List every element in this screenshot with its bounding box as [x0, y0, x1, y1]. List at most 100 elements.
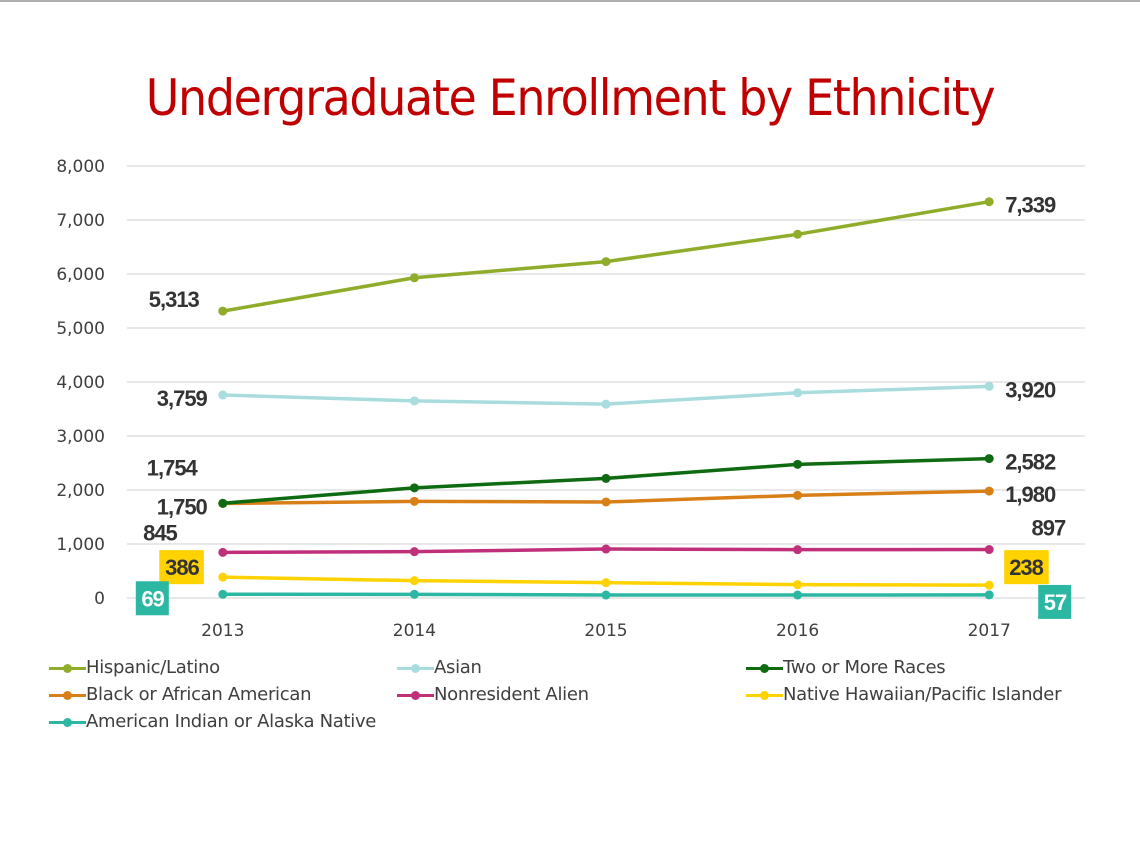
y-tick-label: 1,000 — [56, 535, 105, 555]
series-native-hawaiian-pacific-islander — [218, 572, 994, 590]
series-two-or-more-races — [218, 454, 994, 508]
data-point — [793, 490, 803, 500]
x-tick-label: 2016 — [776, 621, 819, 641]
data-point — [793, 229, 803, 239]
legend-label: Hispanic/Latino — [86, 657, 220, 678]
data-point — [409, 273, 419, 283]
data-label-end: 238 — [1009, 555, 1043, 580]
data-point — [218, 498, 228, 508]
data-label-start: 69 — [141, 586, 164, 611]
data-point — [218, 547, 228, 557]
y-tick-label: 7,000 — [56, 211, 105, 231]
legend-item: Hispanic/Latino — [49, 654, 220, 681]
data-point — [984, 381, 994, 391]
data-point — [218, 572, 228, 582]
legend-item: Two or More Races — [746, 654, 946, 681]
legend-label: Native Hawaiian/Pacific Islander — [783, 684, 1062, 705]
legend-item: American Indian or Alaska Native — [49, 708, 376, 735]
x-tick-label: 2014 — [393, 621, 436, 641]
x-tick-label: 2015 — [584, 621, 627, 641]
data-point — [409, 576, 419, 586]
series-nonresident-alien — [218, 544, 994, 557]
chart-plot: 0 1,000 2,000 3,000 4,000 5,000 6,000 7,000 8,00… — [56, 157, 1085, 641]
legend-line-marker-icon — [49, 658, 86, 678]
data-point — [409, 547, 419, 557]
top-border — [0, 0, 1140, 2]
data-labels: 5,313 7,339 3,759 3,920 1,754 2,582 1,750 1,980… — [135, 193, 1072, 619]
legend-item: Asian — [397, 654, 482, 681]
legend: Hispanic/Latino Asian Two or More Races Bla… — [0, 654, 1140, 738]
data-point — [793, 545, 803, 555]
series-asian — [218, 381, 994, 409]
data-point — [601, 473, 611, 483]
legend-item: Black or African American — [49, 681, 311, 708]
legend-label: American Indian or Alaska Native — [86, 711, 377, 732]
legend-label: Black or African American — [86, 684, 312, 705]
series-lines — [218, 197, 994, 600]
x-tick-label: 2017 — [968, 621, 1011, 641]
data-label-start: 1,754 — [147, 455, 199, 480]
data-point — [409, 496, 419, 506]
legend-line-marker-icon — [397, 685, 434, 705]
series-american-indian-or-alaska-native — [218, 589, 994, 600]
data-point — [984, 197, 994, 207]
data-point — [601, 399, 611, 409]
legend-item: Nonresident Alien — [397, 681, 589, 708]
data-point — [601, 578, 611, 588]
x-axis-ticks: 2013 2014 2015 2016 2017 — [201, 621, 1011, 641]
y-tick-label: 2,000 — [56, 481, 105, 501]
legend-line-marker-icon — [49, 712, 86, 732]
x-tick-label: 2013 — [201, 621, 244, 641]
legend-line-marker-icon — [746, 658, 783, 678]
data-label-end: 1,980 — [1005, 482, 1056, 507]
data-point — [984, 545, 994, 555]
data-point — [218, 390, 228, 400]
data-point — [984, 486, 994, 496]
data-point — [218, 306, 228, 316]
legend-line-marker-icon — [49, 685, 86, 705]
data-label-box — [159, 550, 204, 585]
data-point — [793, 580, 803, 590]
data-label-start: 845 — [143, 520, 177, 545]
data-point — [409, 396, 419, 406]
y-tick-label: 4,000 — [56, 373, 105, 393]
legend-line-marker-icon — [746, 685, 783, 705]
data-point — [409, 589, 419, 599]
series-line — [222, 199, 990, 313]
legend-label: Asian — [434, 657, 482, 678]
chart-title: Undergraduate Enrollment by Ethnicity — [145, 69, 996, 127]
y-tick-label: 6,000 — [56, 265, 105, 285]
data-label-start: 5,313 — [149, 287, 200, 312]
data-label-end: 2,582 — [1005, 450, 1056, 475]
data-label-box — [1038, 584, 1072, 619]
legend-item: Native Hawaiian/Pacific Islander — [746, 681, 1061, 708]
data-label-start: 3,759 — [157, 386, 208, 411]
data-label-start: 386 — [165, 555, 199, 580]
data-point — [793, 459, 803, 469]
data-label-end: 897 — [1031, 516, 1065, 541]
legend-label: Nonresident Alien — [434, 684, 589, 705]
data-label-box — [1004, 550, 1049, 585]
data-point — [601, 544, 611, 554]
data-point — [218, 589, 228, 599]
legend-line-marker-icon — [397, 658, 434, 678]
y-tick-label: 8,000 — [56, 157, 105, 177]
y-tick-label: 3,000 — [56, 427, 105, 447]
data-point — [601, 497, 611, 507]
y-tick-label: 0 — [94, 589, 105, 609]
legend-label: Two or More Races — [783, 657, 946, 678]
series-hispanic-latino — [218, 197, 994, 316]
data-point — [793, 388, 803, 398]
data-point — [984, 590, 994, 600]
data-point — [601, 590, 611, 600]
gridlines — [127, 165, 1085, 599]
y-axis-ticks: 0 1,000 2,000 3,000 4,000 5,000 6,000 7,000 8,00… — [56, 157, 105, 609]
data-point — [984, 454, 994, 464]
data-point — [984, 580, 994, 590]
data-label-start: 1,750 — [157, 495, 208, 520]
data-label-end: 3,920 — [1005, 377, 1056, 402]
data-point — [601, 257, 611, 267]
data-point — [409, 483, 419, 493]
y-tick-label: 5,000 — [56, 319, 105, 339]
data-point — [793, 590, 803, 600]
